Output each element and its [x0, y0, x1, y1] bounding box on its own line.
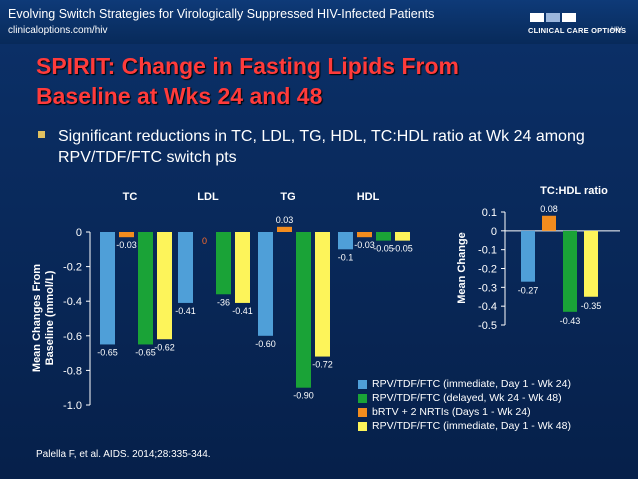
y-tick-label: -0.4: [63, 296, 82, 308]
bar: [216, 232, 231, 295]
legend-item: RPV/TDF/FTC (delayed, Wk 24 - Wk 48): [358, 391, 571, 405]
legend-label: bRTV + 2 NRTIs (Days 1 - Wk 24): [372, 406, 531, 418]
legend-label: RPV/TDF/FTC (delayed, Wk 24 - Wk 48): [372, 392, 562, 404]
data-label: -0.41: [175, 306, 196, 316]
legend-label: RPV/TDF/FTC (immediate, Day 1 - Wk 48): [372, 420, 571, 432]
data-label: -0.65: [135, 347, 156, 357]
data-label: -0.60: [255, 339, 276, 349]
clinical-care-options-logo: CLINICAL CARE OPTIONS HIV: [528, 12, 628, 36]
bar: [100, 232, 115, 345]
inset-y-tick-label: -0.2: [478, 264, 497, 276]
legend-swatch: [358, 393, 367, 403]
inset-bar: [521, 230, 535, 282]
citation: Palella F, et al. AIDS. 2014;28:335-344.: [36, 449, 211, 460]
y-axis-label: Mean Changes From: [31, 264, 43, 372]
inset-y-axis-label: Mean Change: [456, 232, 468, 304]
logo-square-icon: [562, 13, 576, 22]
bar: [395, 232, 410, 241]
inset-y-tick-label: -0.5: [478, 320, 497, 332]
legend-item: RPV/TDF/FTC (immediate, Day 1 - Wk 48): [358, 419, 571, 433]
bar: [277, 226, 292, 232]
data-label: -0.62: [154, 342, 175, 352]
inset-title: TC:HDL ratio: [540, 185, 608, 197]
category-label: TG: [280, 191, 295, 203]
bar: [119, 232, 134, 238]
y-tick-label: -0.2: [63, 262, 82, 274]
logo-square-icon: [546, 13, 560, 22]
bullet-icon: [38, 131, 45, 138]
bar: [376, 232, 391, 241]
inset-data-label: -0.43: [560, 316, 581, 326]
inset-bar: [563, 230, 577, 312]
data-label: -0.41: [232, 306, 253, 316]
legend-swatch: [358, 379, 367, 389]
y-tick-label: -1.0: [63, 400, 82, 412]
y-tick-label: -0.6: [63, 331, 82, 343]
legend-label: RPV/TDF/FTC (immediate, Day 1 - Wk 24): [372, 378, 571, 390]
bar: [157, 232, 172, 340]
bar: [178, 232, 193, 303]
y-tick-label: 0: [76, 227, 82, 239]
data-label: -0.90: [293, 391, 314, 401]
inset-y-tick-label: -0.1: [478, 245, 497, 257]
bar: [357, 232, 372, 238]
legend-swatch: [358, 421, 367, 431]
bar: [296, 232, 311, 388]
logo-text: CLINICAL CARE OPTIONS: [528, 26, 627, 35]
header-title: Evolving Switch Strategies for Virologic…: [8, 7, 435, 21]
data-label: -0.72: [312, 360, 333, 370]
logo-sub: HIV: [611, 26, 622, 33]
bullet-text: Significant reductions in TC, LDL, TG, H…: [58, 128, 585, 166]
legend-item: bRTV + 2 NRTIs (Days 1 - Wk 24): [358, 405, 571, 419]
logo-square-icon: [530, 13, 544, 22]
legend-swatch: [358, 407, 367, 417]
data-label: -0.05: [373, 244, 394, 254]
data-label: -0.03: [354, 240, 375, 250]
inset-y-tick-label: 0.1: [482, 207, 497, 219]
legend-item: RPV/TDF/FTC (immediate, Day 1 - Wk 24): [358, 377, 571, 391]
bar: [235, 232, 250, 303]
data-label: -0.65: [97, 347, 118, 357]
y-axis-label: Baseline (mmol/L): [44, 270, 56, 365]
slide-title: SPIRIT: Change in Fasting Lipids From Ba…: [36, 51, 626, 111]
y-tick-label: -0.8: [63, 365, 82, 377]
slide-header: Evolving Switch Strategies for Virologic…: [0, 0, 638, 44]
title-line-1: SPIRIT: Change in Fasting Lipids From: [36, 53, 459, 79]
bar: [138, 232, 153, 345]
chart-legend: RPV/TDF/FTC (immediate, Day 1 - Wk 24) R…: [358, 377, 571, 433]
category-label: TC: [123, 191, 138, 203]
data-label: -36: [217, 297, 230, 307]
inset-data-label: -0.27: [518, 286, 539, 296]
bar: [258, 232, 273, 336]
inset-y-tick-label: -0.3: [478, 282, 497, 294]
inset-bar: [584, 230, 598, 297]
data-label: -0.03: [116, 240, 137, 250]
inset-bar: [542, 215, 556, 231]
bar: [315, 232, 330, 357]
data-label: -0.1: [338, 252, 354, 262]
inset-data-label: 0.08: [540, 204, 558, 214]
inset-y-tick-label: -0.4: [478, 301, 497, 313]
bar: [338, 232, 353, 250]
title-line-2: Baseline at Wks 24 and 48: [36, 83, 323, 109]
category-label: LDL: [197, 191, 219, 203]
inset-data-label: -0.35: [581, 301, 602, 311]
inset-y-tick-label: 0: [491, 226, 497, 238]
data-label: 0: [202, 236, 207, 246]
data-label: 0.03: [276, 215, 294, 225]
data-label: -0.05: [392, 244, 413, 254]
header-url: clinicaloptions.com/hiv: [8, 25, 108, 36]
category-label: HDL: [357, 191, 380, 203]
